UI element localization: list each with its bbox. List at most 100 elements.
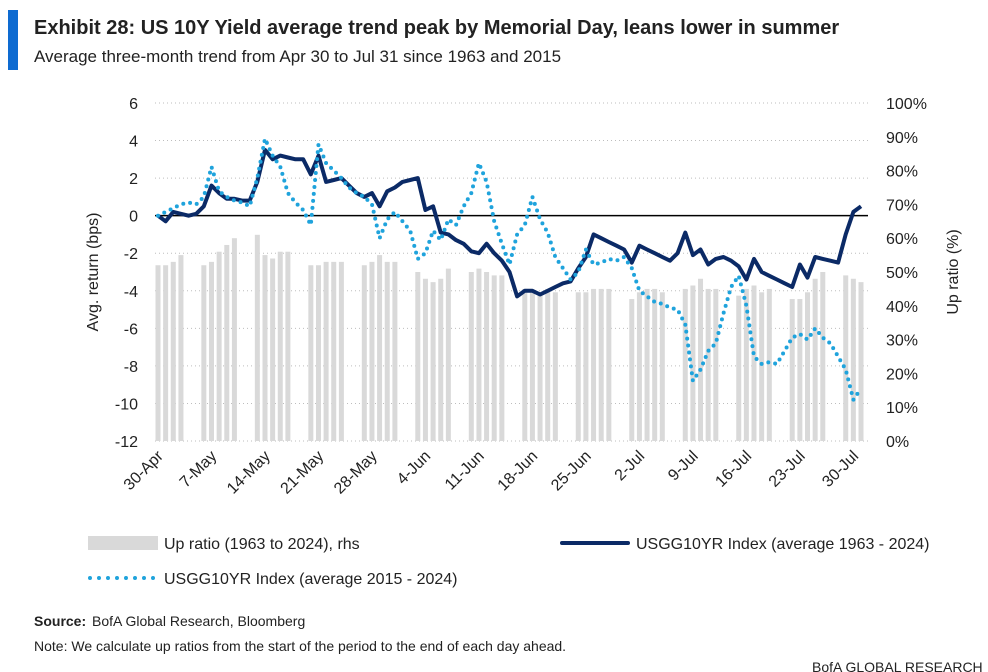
x-tick-label: 2-Jul xyxy=(612,448,649,485)
bar xyxy=(583,292,589,441)
bar xyxy=(659,292,665,441)
bar xyxy=(805,292,811,441)
bar xyxy=(384,261,390,441)
chart-subtitle: Average three-month trend from Apr 30 to… xyxy=(34,47,561,66)
y2-tick-label: 10% xyxy=(886,400,918,417)
legend-label: Up ratio (1963 to 2024), rhs xyxy=(164,536,360,553)
bar xyxy=(484,272,490,441)
bar xyxy=(216,251,222,441)
x-tick-label: 14-May xyxy=(224,448,274,498)
bar xyxy=(629,299,635,441)
bar xyxy=(361,265,367,441)
bar xyxy=(789,299,795,441)
bar xyxy=(575,292,581,441)
bar xyxy=(812,278,818,441)
y2-tick-label: 70% xyxy=(886,197,918,214)
bar xyxy=(270,258,276,441)
bar xyxy=(155,265,161,441)
bar xyxy=(858,282,864,441)
bar xyxy=(705,288,711,441)
bar xyxy=(476,268,482,441)
y-tick-label: 0 xyxy=(129,209,138,226)
bar xyxy=(743,288,749,441)
bar xyxy=(545,288,551,441)
bar xyxy=(254,234,260,441)
note: Note: We calculate up ratios from the st… xyxy=(34,638,566,654)
x-tick-label: 7-May xyxy=(177,448,220,491)
x-tick-label: 16-Jul xyxy=(712,448,755,491)
x-tick-label: 4-Jun xyxy=(394,448,434,488)
x-tick-label: 28-May xyxy=(331,448,381,498)
bar xyxy=(751,285,757,441)
bar xyxy=(369,261,375,441)
bar xyxy=(377,255,383,441)
y-tick-label: -2 xyxy=(124,246,138,263)
x-tick-label: 30-Jul xyxy=(819,448,862,491)
line xyxy=(156,147,863,299)
x-tick-label: 25-Jun xyxy=(548,448,595,495)
bar xyxy=(163,265,169,441)
bar xyxy=(445,268,451,441)
bar xyxy=(843,275,849,441)
y2-tick-label: 40% xyxy=(886,299,918,316)
legend-swatch xyxy=(88,536,158,550)
bar xyxy=(468,272,474,441)
y2-tick-label: 100% xyxy=(886,96,927,113)
legend-label: USGG10YR Index (average 1963 - 2024) xyxy=(636,536,930,553)
x-tick-label: 23-Jul xyxy=(766,448,809,491)
y2-tick-label: 0% xyxy=(886,434,909,451)
bar xyxy=(262,255,268,441)
bar xyxy=(315,265,321,441)
y2-tick-label: 60% xyxy=(886,231,918,248)
bar xyxy=(652,288,658,441)
bar xyxy=(797,299,803,441)
y-tick-label: -4 xyxy=(124,284,138,301)
bar xyxy=(690,285,696,441)
bar xyxy=(331,261,337,441)
bar xyxy=(178,255,184,441)
bar xyxy=(338,261,344,441)
bar xyxy=(736,295,742,441)
bar xyxy=(499,275,505,441)
y2-tick-label: 90% xyxy=(886,130,918,147)
y-tick-label: 2 xyxy=(129,171,138,188)
bar xyxy=(285,251,291,441)
bar xyxy=(636,292,642,441)
bar xyxy=(392,261,398,441)
y-tick-label: 4 xyxy=(129,134,138,151)
y-tick-label: -10 xyxy=(115,396,138,413)
y2-tick-label: 50% xyxy=(886,265,918,282)
source-label: Source: xyxy=(34,613,86,629)
bar xyxy=(201,265,207,441)
y2-tick-label: 30% xyxy=(886,333,918,350)
y-tick-label: -12 xyxy=(115,434,138,451)
bar xyxy=(522,288,528,441)
x-tick-label: 18-Jun xyxy=(495,448,542,495)
bar xyxy=(552,292,558,441)
bar xyxy=(537,292,543,441)
x-tick-label: 21-May xyxy=(278,448,328,498)
y-tick-label: -8 xyxy=(124,359,138,376)
bar xyxy=(170,261,176,441)
y-tick-label: -6 xyxy=(124,321,138,338)
title-accent xyxy=(8,10,18,70)
x-tick-label: 11-Jun xyxy=(442,448,488,494)
bar xyxy=(277,251,283,441)
bar xyxy=(529,292,535,441)
y2-tick-label: 20% xyxy=(886,366,918,383)
bar xyxy=(759,292,765,441)
legend-label: USGG10YR Index (average 2015 - 2024) xyxy=(164,571,458,588)
bar xyxy=(224,244,230,441)
bar xyxy=(422,278,428,441)
bar xyxy=(820,272,826,441)
bar xyxy=(308,265,314,441)
bar xyxy=(598,288,604,441)
bar xyxy=(606,288,612,441)
chart-title: Exhibit 28: US 10Y Yield average trend p… xyxy=(34,17,839,39)
bar xyxy=(208,261,214,441)
source: BofA Global Research, Bloomberg xyxy=(92,613,305,629)
bar xyxy=(698,278,704,441)
